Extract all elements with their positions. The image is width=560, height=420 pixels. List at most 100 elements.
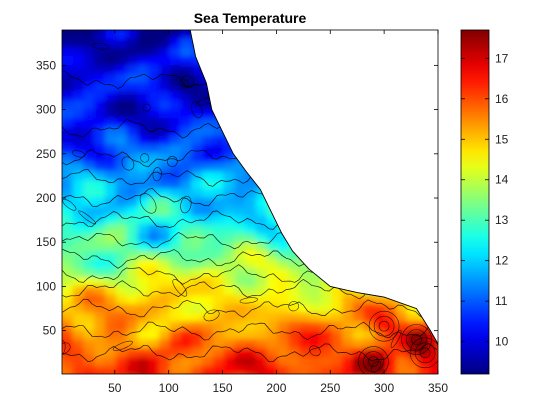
hot-spot-contour [419, 347, 431, 359]
field-cell [83, 241, 95, 251]
field-cell [385, 303, 397, 313]
field-cell [299, 329, 311, 340]
field-cell [417, 347, 429, 357]
field-cell [126, 214, 139, 225]
field-cell [148, 170, 160, 181]
field-cell [169, 356, 182, 366]
field-cell [105, 135, 117, 145]
field-cell [94, 259, 106, 269]
field-cell [202, 223, 214, 234]
field-cell [266, 356, 279, 366]
field-cell [202, 214, 214, 225]
field-cell [320, 365, 332, 374]
field-cell [202, 170, 214, 181]
field-cell [126, 126, 139, 136]
field-cell [105, 91, 117, 101]
field-cell [342, 312, 354, 322]
field-cell [363, 312, 376, 322]
field-cell [202, 197, 214, 207]
hot-spot-contour [363, 351, 384, 372]
field-cell [331, 338, 343, 349]
field-cell [245, 197, 257, 207]
field-cell [158, 46, 171, 57]
field-cell [115, 294, 128, 304]
field-cell [202, 267, 214, 278]
field-cell [83, 259, 95, 269]
colorbar-tick-label: 16 [495, 92, 509, 106]
field-cell [105, 197, 117, 207]
field-cell [245, 267, 257, 278]
field-cell [395, 365, 408, 374]
field-cell [202, 329, 214, 340]
field-cell [212, 126, 225, 136]
field-cell [180, 365, 192, 374]
field-cell [266, 338, 279, 349]
field-cell [94, 152, 106, 163]
field-cell [266, 250, 279, 260]
field-cell [158, 285, 171, 296]
field-cell [72, 64, 85, 74]
field-cell [72, 267, 85, 278]
field-cell [385, 356, 397, 366]
field-cell [202, 161, 214, 172]
field-cell [148, 197, 160, 207]
field-cell [126, 108, 139, 119]
field-cell [126, 205, 139, 216]
field-cell [62, 82, 74, 92]
field-cell [94, 144, 106, 154]
field-cell [105, 20, 116, 29]
field-cell [299, 338, 311, 349]
field-cell [148, 276, 160, 287]
field-cell [158, 117, 171, 127]
field-cell [191, 197, 203, 207]
field-cell [126, 46, 139, 57]
field-cell [245, 374, 256, 383]
y-axis-ticks: 50 100 150 200 250 300 350 [36, 58, 438, 338]
field-cell [395, 356, 408, 366]
field-cell [72, 152, 85, 163]
y-tick-label: 300 [36, 103, 56, 117]
field-cell [62, 267, 74, 278]
field-cell [245, 232, 257, 242]
field-cell [115, 205, 128, 216]
field-cell [439, 277, 450, 286]
field-cell [105, 99, 117, 110]
field-cell [148, 91, 160, 101]
field-cell [299, 365, 311, 374]
field-cell [439, 250, 450, 259]
field-cell [115, 267, 128, 278]
field-cell [223, 294, 235, 304]
field-cell [158, 223, 171, 234]
field-cell [169, 338, 182, 349]
field-cell [245, 312, 257, 322]
field-cell [202, 356, 214, 366]
field-cell [72, 338, 85, 349]
field-cell [72, 55, 85, 66]
field-cell [169, 250, 182, 260]
field-cell [180, 135, 192, 145]
field-cell [212, 205, 225, 216]
field-cell [439, 347, 450, 356]
field-cell [352, 312, 365, 322]
field-cell [126, 152, 139, 163]
field-cell [212, 250, 225, 260]
field-cell [234, 214, 246, 225]
field-cell [202, 91, 214, 101]
field-cell [342, 20, 353, 29]
field-cell [72, 91, 85, 101]
contour-eddy [62, 198, 77, 211]
field-cell [115, 170, 128, 181]
field-cell [439, 144, 450, 153]
field-cell [234, 276, 246, 287]
field-cell [439, 20, 450, 29]
field-cell [234, 294, 246, 304]
field-cell [105, 144, 117, 154]
hot-spot-contour [414, 342, 436, 364]
field-cell [407, 20, 418, 29]
field-cell [115, 64, 128, 74]
field-cell [342, 294, 354, 304]
field-cell [417, 329, 429, 340]
field-cell [223, 170, 235, 181]
field-cell [202, 188, 214, 198]
field-cell [180, 241, 192, 251]
